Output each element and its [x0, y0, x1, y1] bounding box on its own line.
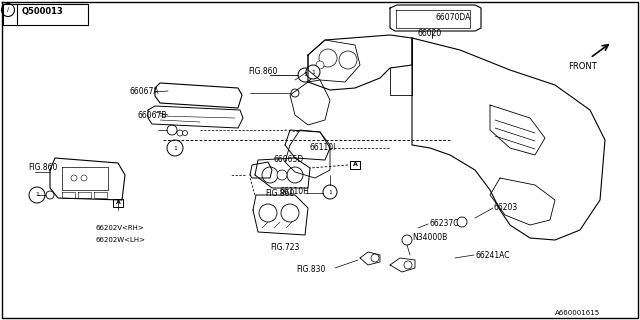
- Circle shape: [167, 140, 183, 156]
- Circle shape: [402, 235, 412, 245]
- Circle shape: [182, 131, 188, 135]
- Text: 1: 1: [173, 146, 177, 150]
- Circle shape: [287, 167, 303, 183]
- Text: 66067B: 66067B: [137, 110, 166, 119]
- Circle shape: [371, 254, 379, 262]
- Circle shape: [319, 49, 337, 67]
- Text: A: A: [116, 201, 120, 205]
- Circle shape: [323, 185, 337, 199]
- Text: 1: 1: [311, 69, 315, 75]
- Circle shape: [81, 175, 87, 181]
- Circle shape: [316, 61, 324, 69]
- Circle shape: [46, 191, 54, 199]
- Circle shape: [277, 170, 287, 180]
- Text: FRONT: FRONT: [568, 62, 596, 71]
- Text: 66241AC: 66241AC: [476, 251, 511, 260]
- Circle shape: [339, 51, 357, 69]
- Text: i: i: [7, 7, 9, 13]
- Circle shape: [167, 125, 177, 135]
- Circle shape: [71, 175, 77, 181]
- Text: 66237C: 66237C: [430, 220, 460, 228]
- Circle shape: [291, 89, 299, 97]
- Text: 66065D: 66065D: [274, 156, 304, 164]
- Circle shape: [259, 204, 277, 222]
- Text: 66067A: 66067A: [130, 86, 159, 95]
- Circle shape: [298, 68, 312, 82]
- Text: N34000B: N34000B: [412, 234, 447, 243]
- Text: FIG.830: FIG.830: [296, 266, 325, 275]
- Circle shape: [281, 204, 299, 222]
- Circle shape: [404, 261, 412, 269]
- Text: 1: 1: [328, 189, 332, 195]
- Text: 66110I: 66110I: [310, 142, 337, 151]
- Text: 66070DA: 66070DA: [435, 13, 470, 22]
- Circle shape: [177, 130, 183, 136]
- Text: Q500013: Q500013: [22, 7, 64, 16]
- Circle shape: [306, 65, 320, 79]
- Text: 66202V<RH>: 66202V<RH>: [95, 225, 144, 231]
- Text: 1: 1: [303, 73, 307, 77]
- Text: A: A: [353, 163, 357, 167]
- Text: 66202W<LH>: 66202W<LH>: [95, 237, 145, 243]
- Circle shape: [1, 4, 15, 17]
- Text: 66203: 66203: [494, 204, 518, 212]
- Text: FIG.860: FIG.860: [28, 164, 58, 172]
- Text: A660001615: A660001615: [555, 310, 600, 316]
- Text: FIG.860: FIG.860: [265, 188, 294, 197]
- Text: 66020: 66020: [418, 29, 442, 38]
- Circle shape: [29, 187, 45, 203]
- Text: FIG.723: FIG.723: [270, 244, 300, 252]
- Text: FIG.860: FIG.860: [248, 68, 277, 76]
- Circle shape: [262, 167, 278, 183]
- Text: 66110H: 66110H: [280, 188, 310, 196]
- Circle shape: [457, 217, 467, 227]
- Text: 1: 1: [35, 193, 39, 197]
